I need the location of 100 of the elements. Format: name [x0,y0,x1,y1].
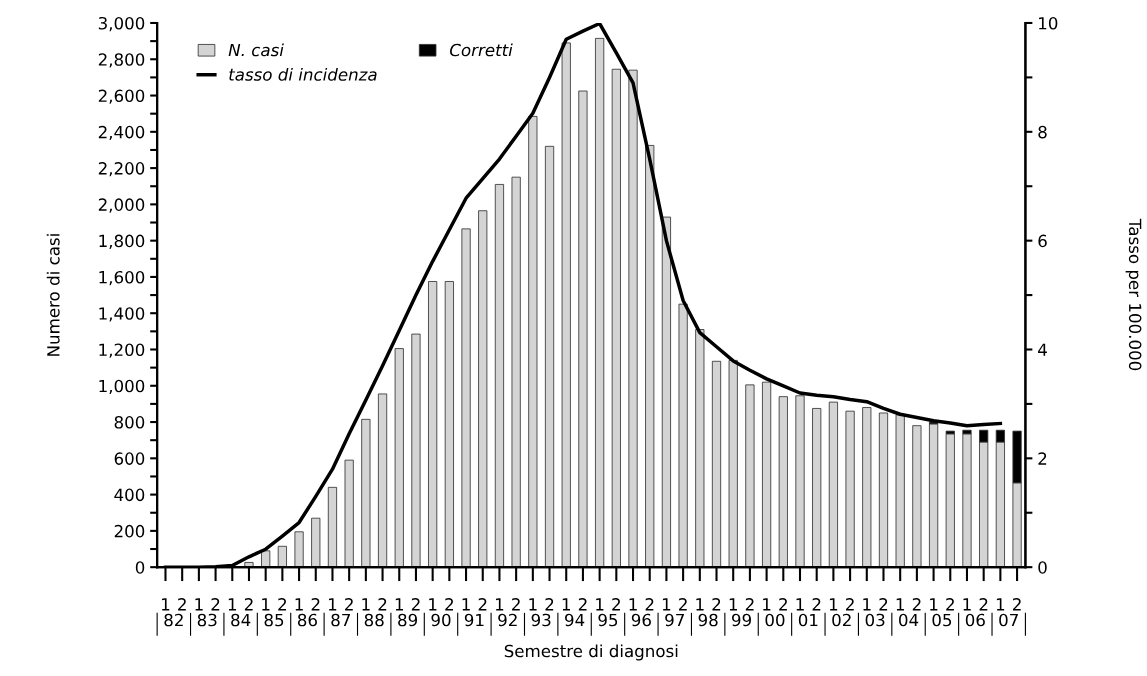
y-tick-label: 2,000 [98,198,145,213]
x-tick-label: 2 [345,598,353,611]
legend-label: tasso di incidenza [229,67,377,81]
y-tick-label: 2,400 [98,125,145,141]
x-tick-label: 1 [295,598,303,611]
x-tick-label: 2 [378,598,387,611]
text: 94 [565,613,585,627]
x-tick-label: 1 [662,598,671,611]
text: 95 [598,613,618,627]
x-tick-label: 1 [262,598,270,611]
text: 83 [197,613,217,627]
y2-tick-label: 8 [1038,125,1047,139]
x-tick-label: 1 [328,598,337,611]
text: 01 [798,613,818,627]
text: 99 [732,613,751,627]
x-tick-label: 2 [578,598,587,611]
x-tick-label: 1 [629,598,637,611]
text: 02 [832,613,851,627]
text: 90 [431,613,451,627]
x-tick-label: 2 [445,598,453,611]
x-tick-label: 1 [763,598,771,611]
y-tick-label: 200 [114,524,145,538]
x-tick-label: 1 [930,598,938,611]
x-tick-label: 1 [796,598,804,611]
y-tick-label: 600 [114,452,145,465]
x-tick-label: 1 [996,598,1005,611]
x-tick-label: 2 [745,598,754,611]
x-tick-label: 2 [712,598,721,611]
x-tick-label: 1 [596,598,604,611]
y2-tick-label: 4 [1038,343,1047,356]
y2-tick-label: 10 [1039,16,1058,30]
x-tick-label: 1 [963,598,971,611]
x-tick-label: 2 [645,598,654,611]
x-tick-label: 2 [545,598,554,611]
y-tick-label: 1,400 [99,307,145,322]
y-tick-label: 1,600 [99,270,145,286]
y-tick-label: 2,200 [98,162,145,177]
x-tick-label: 1 [395,598,404,611]
text: 82 [164,613,183,627]
text: 89 [398,613,418,627]
x-tick-label: 2 [846,598,854,611]
x-tick-label: 2 [946,598,954,611]
x-tick-label: 1 [896,598,904,611]
y2-axis-title: Tasso per 100.000 [1125,218,1142,371]
text: 04 [899,613,919,627]
x-tick-label: 1 [562,598,570,611]
x-tick-label: 1 [362,598,370,611]
x-tick-label: 1 [162,598,170,611]
x-tick-label: 1 [529,598,537,611]
x-tick-label: 2 [244,598,253,611]
y-tick-label: 0 [135,561,145,574]
y-axis-title: Numero di casi [46,234,60,356]
text: 84 [231,613,251,627]
x-axis-title: Semestre di diagnosi [504,644,678,661]
x-tick-label: 2 [1012,598,1021,611]
text: 87 [331,613,350,627]
x-tick-label: 1 [829,598,838,611]
x-tick-label: 2 [812,598,821,611]
x-tick-label: 1 [729,598,737,611]
x-tick-label: 2 [411,598,420,611]
x-tick-label: 1 [195,598,203,611]
text: 98 [698,613,718,627]
text: 91 [464,613,484,627]
y-tick-label: 2,600 [98,89,145,104]
y-tick-label: 1,800 [99,234,145,249]
text: 97 [665,613,684,627]
x-tick-label: 2 [512,598,520,611]
y-tick-label: 800 [114,416,145,429]
text: 07 [999,613,1018,627]
x-tick-label: 2 [278,598,286,611]
y2-tick-label: 0 [1038,561,1047,574]
x-tick-label: 2 [311,598,320,611]
text: 00 [765,613,785,627]
text: 05 [932,613,952,627]
text: 03 [865,613,885,627]
y-tick-label: 3,000 [98,16,145,32]
y2-tick-label: 2 [1038,452,1047,465]
x-tick-label: 2 [211,598,220,611]
x-tick-label: 2 [779,598,787,611]
legend-label: N. casi [228,43,284,57]
x-tick-label: 1 [495,598,504,611]
x-tick-label: 2 [178,598,186,611]
x-tick-label: 1 [696,598,704,611]
text: 86 [297,613,317,627]
x-tick-label: 1 [228,598,237,611]
x-tick-label: 1 [429,598,437,611]
x-tick-label: 2 [612,598,620,611]
x-tick-label: 2 [679,598,687,611]
x-tick-label: 1 [462,598,470,611]
x-tick-label: 1 [863,598,871,611]
x-tick-label: 2 [979,598,988,611]
text: 93 [531,613,551,627]
y2-tick-label: 6 [1038,234,1047,248]
x-tick-label: 2 [912,598,921,611]
text: 92 [498,613,517,627]
x-tick-label: 2 [879,598,888,611]
text: 85 [264,613,284,627]
legend-label: Corretti [450,43,513,57]
y-tick-label: 1,200 [99,343,145,358]
text: 96 [631,613,651,627]
